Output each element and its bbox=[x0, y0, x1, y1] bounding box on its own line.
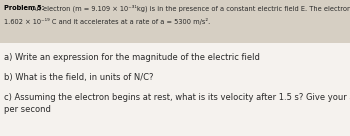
Text: An electron (m = 9.109 × 10⁻³¹kg) is in the presence of a constant electric fiel: An electron (m = 9.109 × 10⁻³¹kg) is in … bbox=[30, 5, 350, 13]
Bar bbox=[0, 0, 350, 43]
Text: c) Assuming the electron begins at rest, what is its velocity after 1.5 s? Give : c) Assuming the electron begins at rest,… bbox=[4, 93, 350, 114]
Text: b) What is the field, in units of N/C?: b) What is the field, in units of N/C? bbox=[4, 73, 154, 82]
Text: Problem 5:: Problem 5: bbox=[4, 5, 44, 11]
Text: 1.602 × 10⁻¹⁹ C and it accelerates at a rate of a = 5300 m/s².: 1.602 × 10⁻¹⁹ C and it accelerates at a … bbox=[4, 18, 210, 25]
Text: a) Write an expression for the magnitude of the electric field: a) Write an expression for the magnitude… bbox=[4, 53, 260, 62]
